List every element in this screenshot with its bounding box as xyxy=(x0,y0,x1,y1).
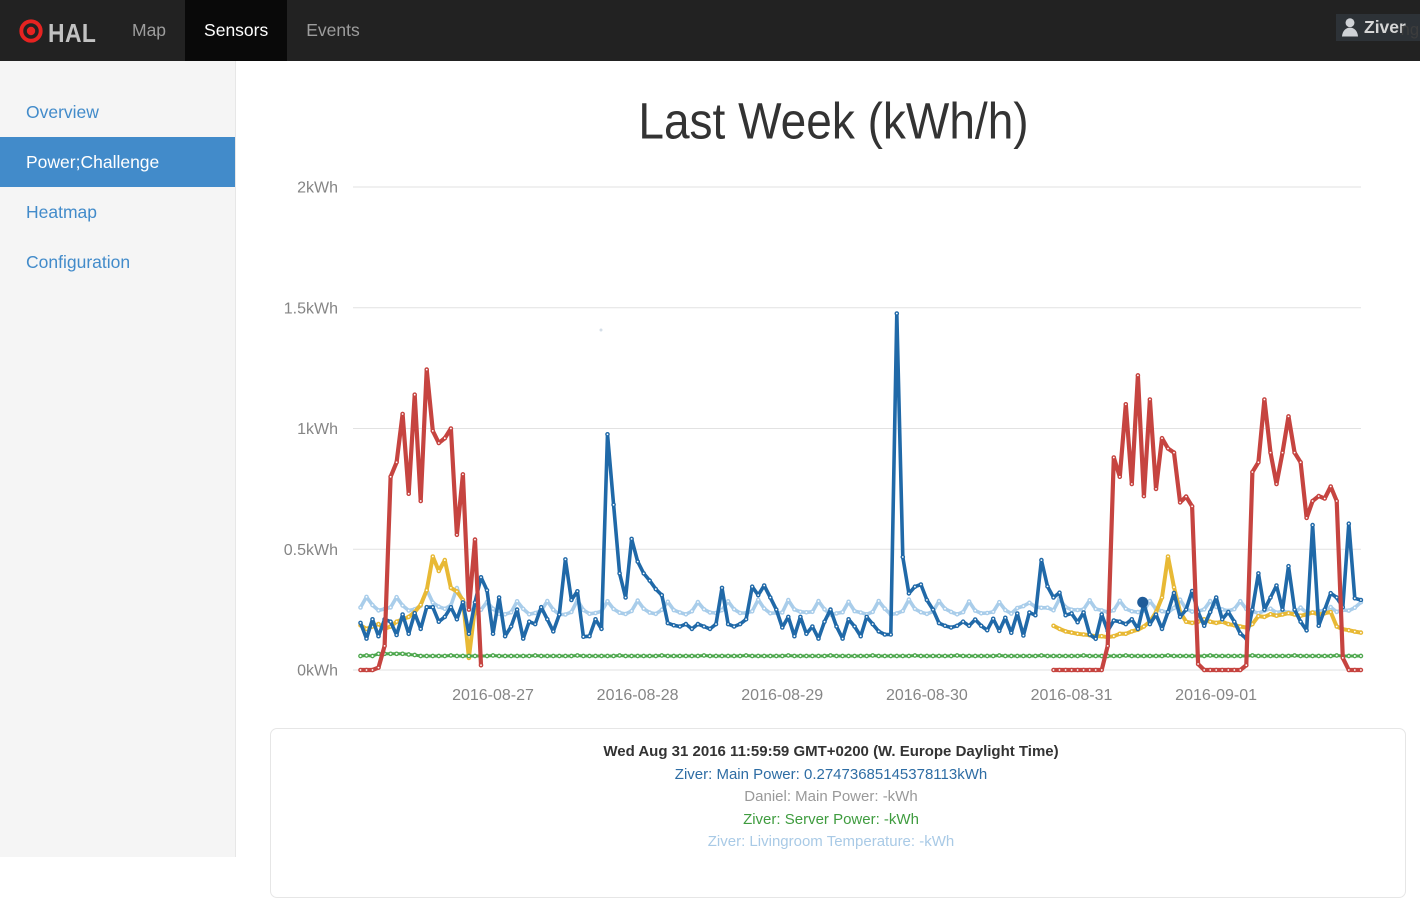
svg-text:2kWh: 2kWh xyxy=(297,180,338,197)
svg-text:2016-08-27: 2016-08-27 xyxy=(452,687,534,704)
svg-text:0.5kWh: 0.5kWh xyxy=(284,542,338,559)
svg-text:2016-08-31: 2016-08-31 xyxy=(1031,687,1113,704)
svg-text:1kWh: 1kWh xyxy=(297,421,338,438)
svg-text:2016-09-01: 2016-09-01 xyxy=(1175,687,1257,704)
svg-text:2016-08-29: 2016-08-29 xyxy=(741,687,823,704)
svg-text:1.5kWh: 1.5kWh xyxy=(284,300,338,317)
svg-text:0kWh: 0kWh xyxy=(297,663,338,680)
svg-text:2016-08-28: 2016-08-28 xyxy=(597,687,679,704)
svg-text:2016-08-30: 2016-08-30 xyxy=(886,687,968,704)
